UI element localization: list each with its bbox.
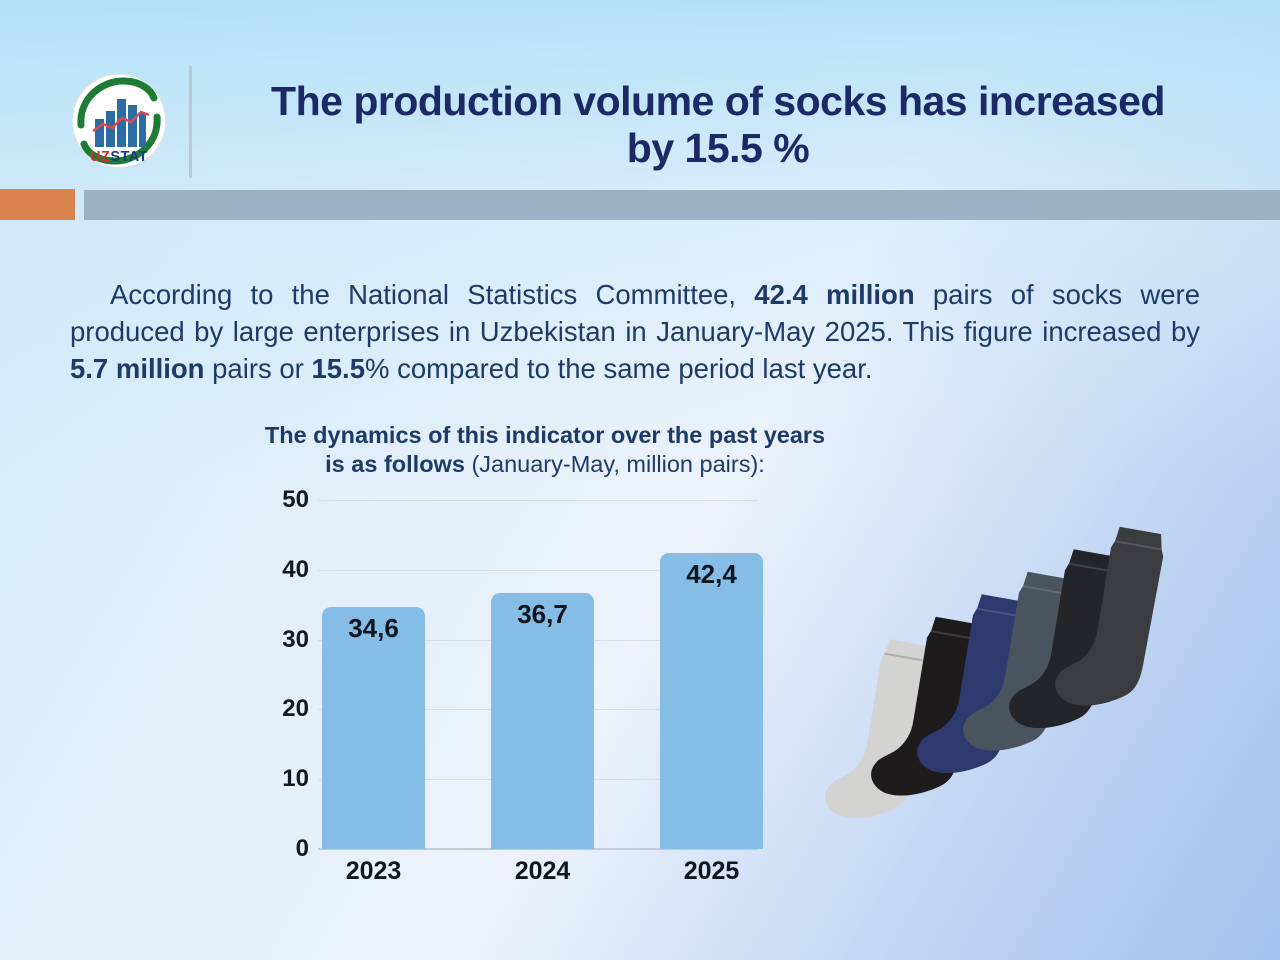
x-tick-label: 2023 xyxy=(345,857,402,885)
socks-photo xyxy=(825,526,1164,818)
caption-segment: is as follows xyxy=(325,451,472,477)
logo-wordmark: UZSTAT xyxy=(90,149,148,165)
text-segment: % compared to the same period last year. xyxy=(365,352,873,384)
accent-band-orange xyxy=(0,189,75,220)
page-title-line2: by 15.5 % xyxy=(626,125,810,171)
caption-line: The dynamics of this indicator over the … xyxy=(195,421,895,450)
gridline xyxy=(318,569,758,571)
y-tick-label: 20 xyxy=(282,695,309,723)
caption-segment: The dynamics of this indicator over the … xyxy=(264,422,826,448)
page-title: The production volume of socks has incre… xyxy=(196,78,1240,172)
logo-bars-icon xyxy=(95,99,146,147)
socks-group xyxy=(825,526,1164,818)
bar-chart: 0 10 20 30 40 50 34,6 2023 36,7 2024 42,4 2025 xyxy=(265,486,781,893)
y-tick-label: 30 xyxy=(282,625,309,653)
sock-icon xyxy=(1055,526,1164,706)
bar xyxy=(660,553,763,849)
y-tick-label: 50 xyxy=(282,486,309,513)
text-segment: According to the National Statistics Com… xyxy=(110,278,755,310)
uzstat-logo: UZSTAT xyxy=(71,73,167,169)
logo-trend-line-icon xyxy=(92,110,150,133)
x-tick-label: 2024 xyxy=(514,857,571,885)
logo-swoosh-bottom-icon xyxy=(80,113,161,165)
text-segment: 5.7 million xyxy=(70,352,205,384)
bar xyxy=(322,607,425,849)
gridline xyxy=(318,500,758,501)
bar xyxy=(491,592,594,849)
x-tick-label: 2025 xyxy=(683,857,740,885)
accent-band-gray xyxy=(84,190,1280,220)
caption-segment: (January-May, million pairs): xyxy=(471,451,765,477)
chart-caption: The dynamics of this indicator over the … xyxy=(195,421,895,479)
y-tick-label: 40 xyxy=(282,555,309,583)
bar-value-label: 36,7 xyxy=(517,598,568,629)
logo-text-stat: STAT xyxy=(110,149,148,165)
text-segment: pairs of socks were produced by large en… xyxy=(70,278,1200,347)
logo-swoosh-top-icon xyxy=(77,77,158,129)
y-tick-label: 10 xyxy=(282,765,309,793)
header-divider xyxy=(189,66,192,178)
bar-value-label: 42,4 xyxy=(686,559,737,590)
page-title-line1: The production volume of socks has incre… xyxy=(271,78,1165,124)
text-segment: pairs or xyxy=(204,352,312,384)
caption-line: is as follows (January-May, million pair… xyxy=(195,450,895,479)
sock-cuff-line xyxy=(1113,540,1163,551)
x-axis-line xyxy=(318,848,758,850)
text-segment: 42.4 million xyxy=(754,278,915,310)
body-paragraph: According to the National Statistics Com… xyxy=(70,276,1200,387)
bar-value-label: 34,6 xyxy=(348,613,399,644)
logo-text-uz: UZ xyxy=(90,149,110,165)
text-segment: 15.5 xyxy=(311,352,365,384)
y-tick-label: 0 xyxy=(295,835,309,862)
